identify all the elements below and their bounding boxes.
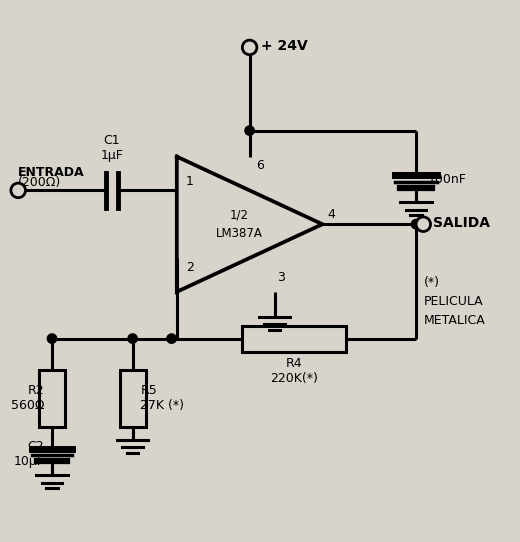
Text: 2: 2 — [186, 261, 194, 274]
Text: 3: 3 — [277, 271, 285, 284]
Text: R5
27K (*): R5 27K (*) — [140, 384, 185, 412]
Circle shape — [242, 40, 257, 55]
Circle shape — [167, 334, 176, 343]
Bar — [242, 326, 346, 352]
Text: 100nF: 100nF — [427, 173, 466, 186]
Text: (200Ω): (200Ω) — [18, 176, 61, 189]
Text: 6: 6 — [256, 159, 264, 172]
Text: 1: 1 — [186, 175, 194, 188]
Text: (*)
PELICULA
METALICA: (*) PELICULA METALICA — [424, 276, 486, 327]
Text: C1
1μF: C1 1μF — [100, 134, 123, 162]
Circle shape — [416, 217, 431, 231]
Text: 1/2
LM387A: 1/2 LM387A — [216, 209, 263, 240]
Circle shape — [47, 334, 57, 343]
Text: 4: 4 — [328, 208, 335, 221]
Text: R4
220K(*): R4 220K(*) — [270, 357, 318, 385]
Circle shape — [11, 183, 25, 198]
Circle shape — [128, 334, 137, 343]
Text: R2
560Ω: R2 560Ω — [11, 384, 44, 412]
Text: + 24V: + 24V — [261, 39, 308, 53]
Circle shape — [245, 126, 254, 136]
Bar — [120, 370, 146, 427]
Circle shape — [411, 220, 421, 229]
Bar — [39, 370, 65, 427]
Text: C2
10μF: C2 10μF — [14, 440, 44, 468]
Text: ENTRADA: ENTRADA — [18, 166, 85, 179]
Text: SALIDA: SALIDA — [433, 216, 490, 230]
